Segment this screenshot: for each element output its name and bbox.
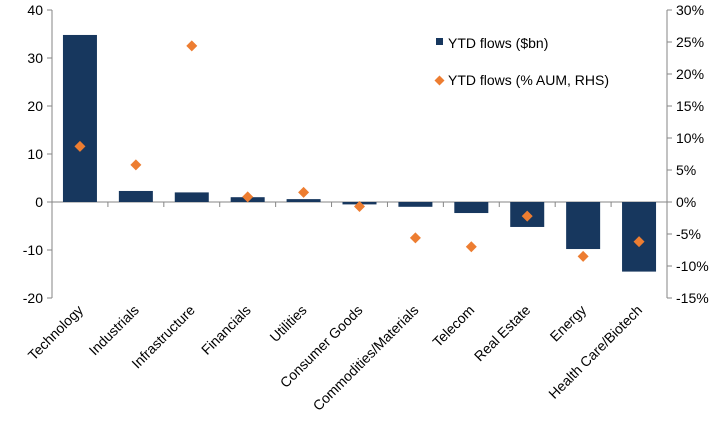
- data-point: [242, 191, 254, 203]
- y2-tick-label: 10%: [676, 130, 704, 146]
- bar: [118, 190, 153, 202]
- data-point: [465, 241, 477, 253]
- legend-label-scatter: YTD flows (% AUM, RHS): [448, 72, 609, 88]
- category-label: Technology: [25, 302, 86, 363]
- category-label: Telecom: [429, 302, 477, 350]
- y-tick-label: 30: [27, 50, 43, 66]
- category-label: Energy: [547, 302, 590, 345]
- category-label: Commodities/Materials: [310, 302, 422, 414]
- y2-tick-label: 15%: [676, 98, 704, 114]
- data-point: [186, 40, 198, 52]
- category-label: Real Estate: [471, 302, 534, 365]
- y2-tick-label: 0%: [676, 194, 696, 210]
- data-point: [521, 210, 533, 222]
- category-label: Financials: [198, 302, 254, 358]
- y2-tick-label: 30%: [676, 2, 704, 18]
- bar: [398, 202, 433, 207]
- bar: [174, 192, 209, 202]
- y-tick-label: 0: [35, 194, 43, 210]
- data-point: [130, 159, 142, 171]
- data-point: [354, 200, 365, 212]
- y-tick-label: 20: [27, 98, 43, 114]
- scatter-series: [74, 40, 645, 262]
- y2-tick-label: -5%: [676, 226, 701, 242]
- data-point: [409, 232, 421, 244]
- y-tick-label: -20: [23, 290, 43, 306]
- legend-swatch-diamond: [434, 75, 445, 86]
- legend-swatch-bar: [436, 38, 443, 45]
- y-tick-label: 40: [27, 2, 43, 18]
- data-point: [633, 236, 645, 248]
- y2-tick-label: -15%: [676, 290, 709, 306]
- bar: [62, 34, 97, 203]
- y2-tick-label: 5%: [676, 162, 696, 178]
- y-tick-label: -10: [23, 242, 43, 258]
- data-point: [577, 250, 589, 262]
- category-label: Industrials: [86, 302, 142, 358]
- legend-label-bar: YTD flows ($bn): [448, 35, 548, 51]
- axes: -20 -10 0 10 20 30 40 -15% -10% -5% 0% 5% 10% 15% 20% 2…: [23, 2, 709, 306]
- data-point: [298, 186, 310, 198]
- bar: [286, 199, 321, 202]
- y2-tick-label: 25%: [676, 34, 704, 50]
- category-label: Health Care/Biotech: [545, 302, 645, 402]
- legend: YTD flows ($bn) YTD flows (% AUM, RHS): [434, 35, 609, 88]
- bar: [454, 202, 489, 214]
- y2-tick-label: -10%: [676, 258, 709, 274]
- data-point: [74, 140, 86, 152]
- y2-tick-label: 20%: [676, 66, 704, 82]
- category-label: Utilities: [266, 302, 309, 345]
- y-tick-label: 10: [27, 146, 43, 162]
- bar-series: [62, 34, 657, 272]
- bar: [566, 202, 601, 250]
